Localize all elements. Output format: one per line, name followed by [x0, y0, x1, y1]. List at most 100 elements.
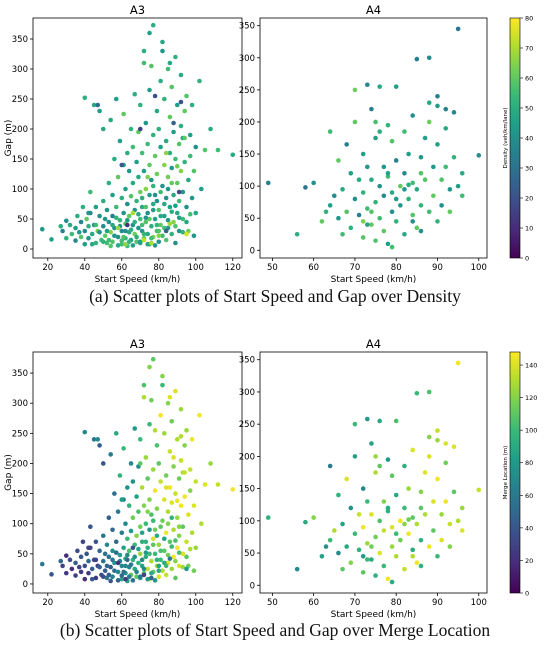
y-tick-label: 350 [12, 369, 28, 379]
data-point [393, 219, 399, 224]
data-point [141, 394, 147, 400]
data-point [110, 557, 115, 563]
data-point [147, 162, 152, 168]
data-point [89, 241, 95, 247]
data-point [331, 193, 337, 199]
data-point [132, 91, 138, 97]
colorbar-tick-label: 140 [525, 362, 537, 370]
data-point [119, 195, 125, 201]
caption-b: (b) Scatter plots of Start Speed and Gap… [59, 620, 491, 640]
data-point [435, 219, 440, 224]
x-tick-label: 60 [308, 598, 319, 608]
data-point [108, 578, 113, 584]
data-point [443, 460, 449, 466]
data-point [110, 222, 115, 228]
data-point [97, 213, 102, 219]
data-point [143, 554, 149, 560]
data-point [145, 476, 150, 481]
data-point [176, 533, 182, 539]
data-point [149, 570, 154, 576]
data-point [336, 550, 341, 556]
y-tick-label: 50 [244, 214, 255, 224]
data-point [199, 521, 204, 527]
data-point [134, 239, 139, 245]
data-point [104, 542, 110, 548]
data-point [123, 241, 128, 247]
data-point [149, 240, 154, 246]
data-point [389, 579, 395, 585]
data-point [102, 233, 108, 239]
data-point [352, 119, 358, 125]
data-point [158, 189, 163, 195]
data-point [100, 574, 106, 580]
data-point [143, 550, 149, 555]
data-point [187, 153, 193, 159]
data-point [191, 233, 197, 239]
y-tick-label: 300 [12, 399, 28, 409]
data-point [215, 482, 221, 487]
data-point [147, 87, 152, 93]
data-point [115, 234, 121, 240]
caption-a: (a) Scatter plots of Start Speed and Gap… [89, 286, 461, 306]
data-point [356, 212, 362, 218]
data-point [377, 183, 382, 189]
data-point [180, 564, 186, 570]
x-tick-label: 100 [188, 263, 204, 273]
data-point [89, 231, 95, 237]
data-point [73, 560, 78, 566]
data-point [435, 142, 440, 147]
data-point [348, 505, 354, 511]
x-axis-label: Start Speed (km/h) [331, 275, 417, 285]
data-point [189, 530, 195, 536]
data-point [147, 527, 152, 533]
data-point [180, 189, 186, 195]
data-point [123, 521, 128, 527]
data-point [184, 219, 189, 225]
x-tick-label: 70 [350, 263, 361, 273]
data-point [163, 572, 169, 578]
data-point [173, 538, 178, 543]
y-tick-label: 300 [239, 388, 255, 398]
data-point [104, 207, 110, 213]
points-group [39, 356, 236, 584]
data-point [97, 564, 102, 570]
data-point [86, 558, 91, 564]
data-point [136, 174, 141, 180]
data-point [352, 196, 358, 202]
data-point [418, 489, 424, 495]
data-point [147, 551, 152, 557]
data-point [132, 426, 138, 431]
data-point [158, 548, 163, 554]
data-point [128, 193, 134, 199]
data-point [187, 211, 193, 217]
data-point [63, 218, 69, 224]
data-point [373, 119, 378, 125]
data-point [143, 186, 149, 192]
data-point [110, 527, 115, 533]
data-point [182, 494, 187, 499]
x-tick-label: 40 [79, 263, 90, 273]
data-point [184, 539, 189, 545]
data-point [184, 566, 189, 572]
data-point [110, 548, 115, 554]
data-point [230, 487, 236, 492]
y-tick-label: 150 [12, 155, 28, 165]
data-point [431, 164, 436, 170]
y-tick-label: 300 [12, 65, 28, 75]
data-point [173, 203, 178, 209]
data-point [184, 428, 189, 433]
data-point [136, 211, 141, 217]
data-point [145, 231, 150, 237]
data-point [119, 238, 125, 243]
data-point [108, 117, 113, 123]
data-point [352, 531, 358, 537]
data-point [173, 223, 178, 229]
data-point [160, 183, 165, 189]
data-point [115, 560, 121, 566]
data-point [381, 193, 387, 199]
data-point [113, 204, 119, 210]
data-point [139, 195, 145, 201]
data-point [174, 180, 180, 186]
data-point [93, 222, 99, 228]
data-point [173, 156, 178, 162]
